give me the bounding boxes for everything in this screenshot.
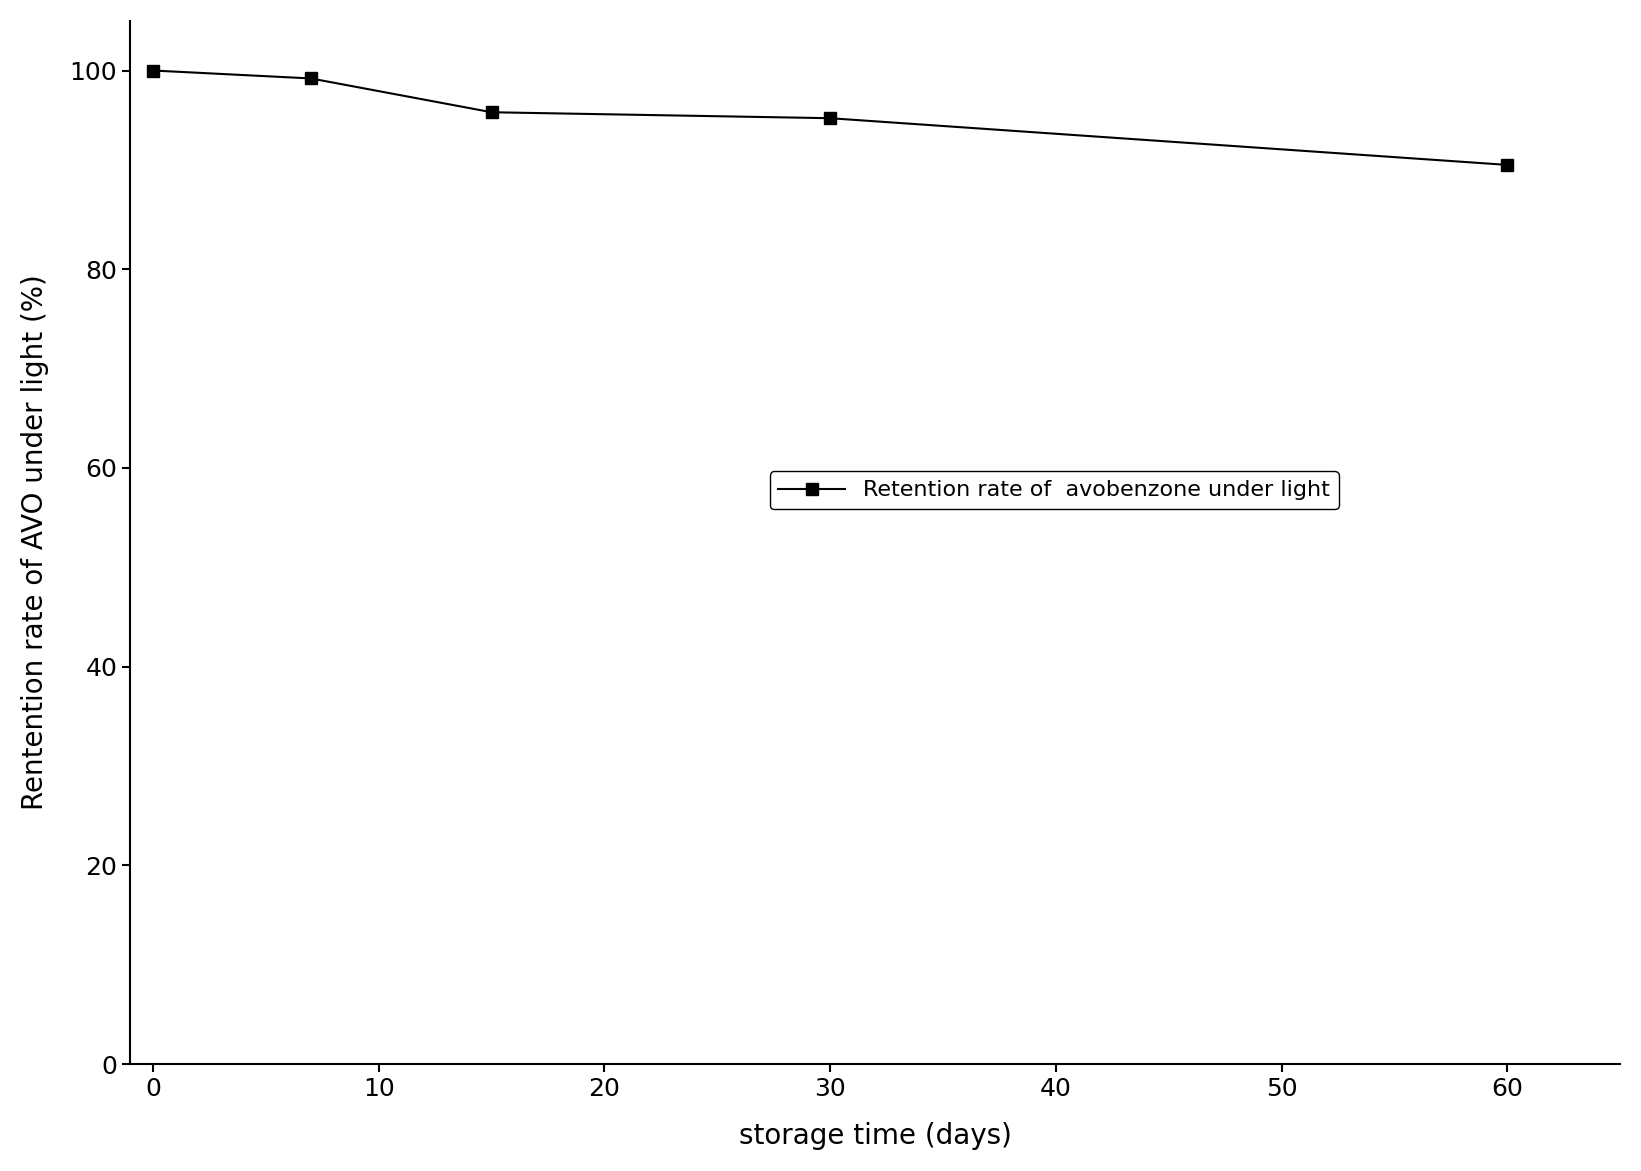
Retention rate of  avobenzone under light: [820, 111, 840, 125]
Y-axis label: Rentention rate of AVO under light (%): Rentention rate of AVO under light (%): [21, 275, 49, 810]
Retention rate of  avobenzone under light: [482, 105, 502, 119]
Retention rate of  avobenzone under light: [302, 71, 322, 85]
Retention rate of  avobenzone under light: [143, 63, 162, 77]
X-axis label: storage time (days): storage time (days): [738, 1122, 1012, 1150]
Retention rate of  avobenzone under light: [1498, 158, 1518, 172]
Legend: Retention rate of  avobenzone under light: Retention rate of avobenzone under light: [770, 472, 1339, 509]
Line: Retention rate of  avobenzone under light: Retention rate of avobenzone under light: [148, 64, 1513, 171]
